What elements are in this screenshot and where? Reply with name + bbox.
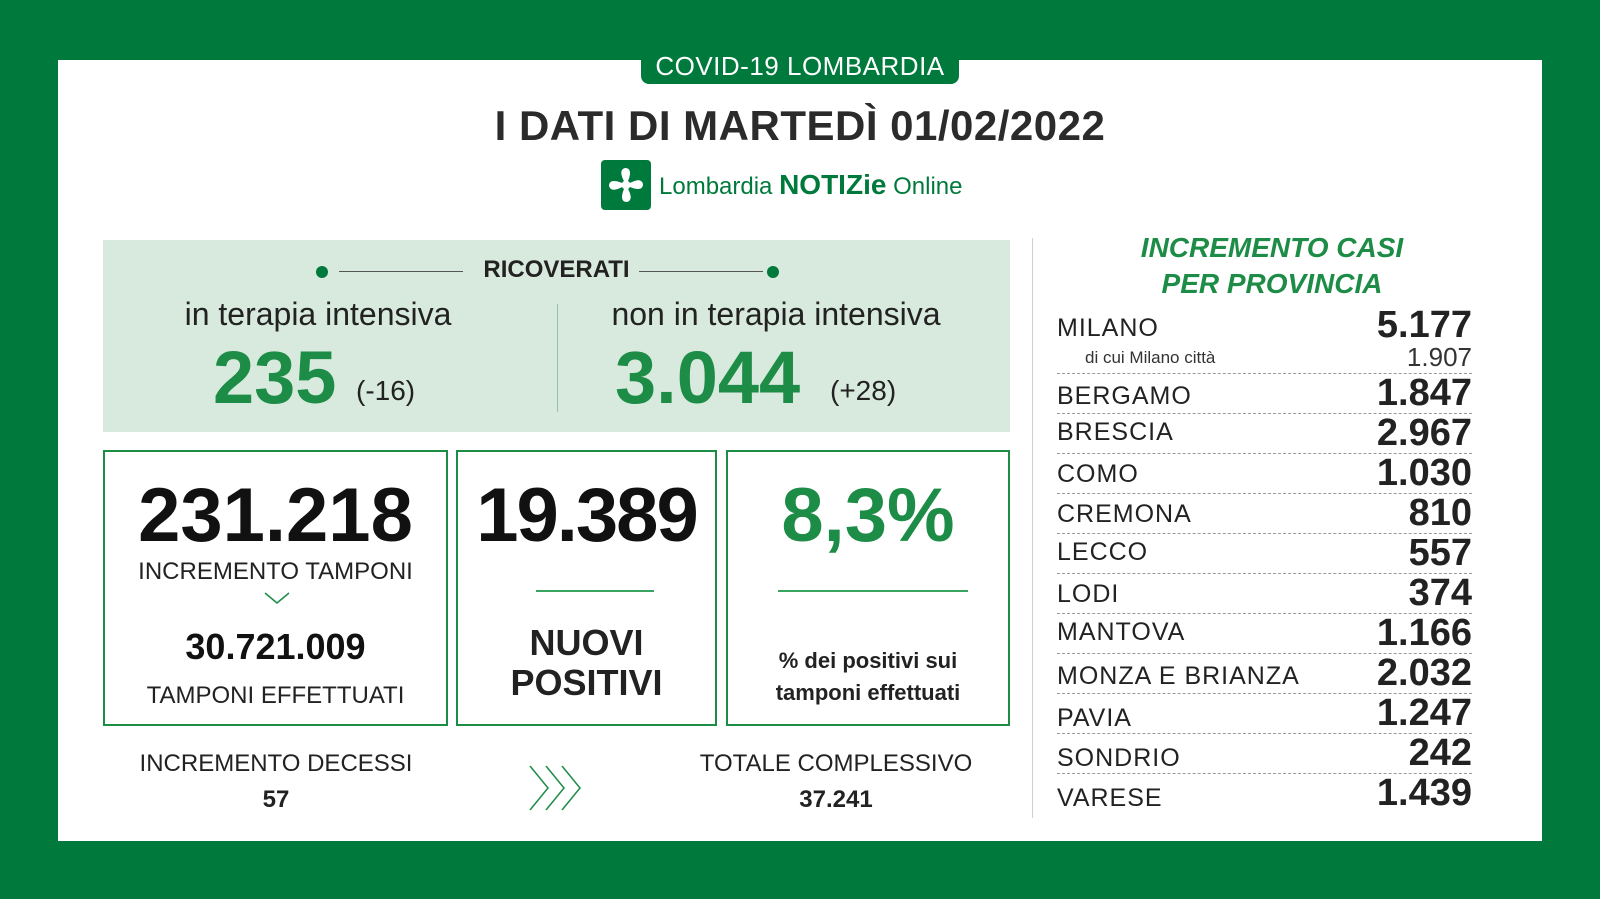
ti-delta: (-16) (356, 375, 416, 406)
province-row-como: COMO 1.030 (1057, 452, 1472, 494)
nti-value: 3.044 (615, 336, 801, 419)
divider (778, 590, 968, 592)
province-value: 557 (1408, 532, 1472, 574)
percentuale-value: 8,3% (781, 473, 955, 558)
brand-logo: Lombardia NOTIZie Online (601, 160, 962, 210)
province-value: 1.847 (1376, 372, 1472, 414)
tamponi-total-label: TAMPONI EFFETTUATI (146, 682, 405, 709)
decessi-total: 37.241 (799, 786, 873, 813)
province-value: 1.030 (1376, 452, 1472, 494)
positivi-label-2: POSITIVI (510, 662, 663, 703)
positivi-box: 19.389 NUOVI POSITIVI (456, 450, 717, 726)
province-row-lecco: LECCO 557 (1057, 532, 1472, 574)
province-value: 2.032 (1376, 652, 1472, 694)
brand-strong: NOTIZie (779, 169, 887, 200)
milano-city-label: di cui Milano città (1085, 348, 1216, 367)
province-value: 374 (1408, 572, 1472, 614)
province-name: COMO (1057, 460, 1139, 488)
brand-text: Lombardia NOTIZie Online (659, 169, 962, 201)
province-name: PAVIA (1057, 704, 1132, 732)
ricoverati-panel: RICOVERATI in terapia intensiva 235 (-16… (103, 240, 1010, 432)
ricoverati-label: RICOVERATI (483, 256, 630, 283)
ricoverati-divider (557, 304, 558, 412)
province-name: CREMONA (1057, 500, 1192, 528)
divider (536, 590, 654, 592)
ti-label: in terapia intensiva (184, 296, 452, 332)
province-name: LECCO (1057, 538, 1149, 566)
province-name: BRESCIA (1057, 418, 1174, 446)
province-name: MANTOVA (1057, 618, 1186, 646)
header-tag: COVID-19 LOMBARDIA (641, 50, 959, 84)
province-title: INCREMENTO CASI PER PROVINCIA (1092, 230, 1452, 302)
province-row-monza-brianza: MONZA E BRIANZA 2.032 (1057, 652, 1472, 694)
ricoverati-header: RICOVERATI (103, 256, 1010, 286)
percentuale-label-1: % dei positivi sui (778, 648, 958, 673)
brand-prefix: Lombardia (659, 173, 773, 200)
page-title: I DATI DI MARTEDÌ 01/02/2022 (494, 102, 1106, 149)
decessi-increment: 57 (262, 786, 290, 813)
province-row-bergamo: BERGAMO 1.847 (1057, 372, 1472, 414)
decessi-increment-label: INCREMENTO DECESSI (139, 750, 413, 777)
nti-label: non in terapia intensiva (611, 296, 941, 332)
decessi-total-label: TOTALE COMPLESSIVO (699, 750, 973, 777)
tamponi-total: 30.721.009 (185, 626, 366, 667)
divider (339, 271, 463, 272)
tamponi-increment: 231.218 (138, 473, 413, 558)
percentuale-label-2: tamponi effettuati (775, 680, 961, 705)
nti-delta: (+28) (830, 375, 897, 406)
tamponi-box: 231.218 INCREMENTO TAMPONI 30.721.009 TA… (103, 450, 448, 726)
province-value: 1.247 (1376, 692, 1472, 734)
positivi-label-1: NUOVI (529, 622, 644, 663)
province-row-milano: MILANO 5.177 (1057, 304, 1472, 374)
province-name: LODI (1057, 580, 1120, 608)
province-name: VARESE (1057, 784, 1163, 812)
percentuale-box: 8,3% % dei positivi sui tamponi effettua… (726, 450, 1010, 726)
positivi-value: 19.389 (476, 473, 698, 558)
province-row-mantova: MANTOVA 1.166 (1057, 612, 1472, 654)
vertical-divider (1032, 238, 1033, 818)
province-row-cremona: CREMONA 810 (1057, 492, 1472, 534)
lombardia-rose-icon (601, 160, 651, 210)
triple-chevron-right-icon (526, 762, 596, 814)
province-value: 1.439 (1376, 772, 1472, 814)
province-name: SONDRIO (1057, 744, 1181, 772)
milano-city-value: 1.907 (1406, 342, 1472, 372)
tamponi-increment-label: INCREMENTO TAMPONI (138, 558, 413, 585)
province-value: 5.177 (1376, 304, 1472, 346)
province-row-sondrio: SONDRIO 242 (1057, 732, 1472, 774)
divider (639, 271, 763, 272)
province-row-lodi: LODI 374 (1057, 572, 1472, 614)
province-row-pavia: PAVIA 1.247 (1057, 692, 1472, 734)
province-name: MONZA E BRIANZA (1057, 662, 1300, 690)
province-name: MILANO (1057, 314, 1159, 342)
brand-suffix: Online (893, 173, 963, 200)
province-name: BERGAMO (1057, 382, 1192, 410)
dot-right-icon (767, 266, 779, 278)
province-title-line-1: INCREMENTO CASI (1140, 232, 1404, 263)
province-title-line-2: PER PROVINCIA (1161, 268, 1383, 299)
province-value: 810 (1408, 492, 1472, 534)
province-row-brescia: BRESCIA 2.967 (1057, 412, 1472, 454)
province-value: 1.166 (1376, 612, 1472, 654)
province-row-varese: VARESE 1.439 (1057, 772, 1472, 818)
dot-left-icon (316, 266, 328, 278)
province-value: 242 (1408, 732, 1472, 774)
province-value: 2.967 (1376, 412, 1472, 454)
chevron-down-icon (263, 590, 291, 606)
ti-value: 235 (213, 336, 337, 419)
